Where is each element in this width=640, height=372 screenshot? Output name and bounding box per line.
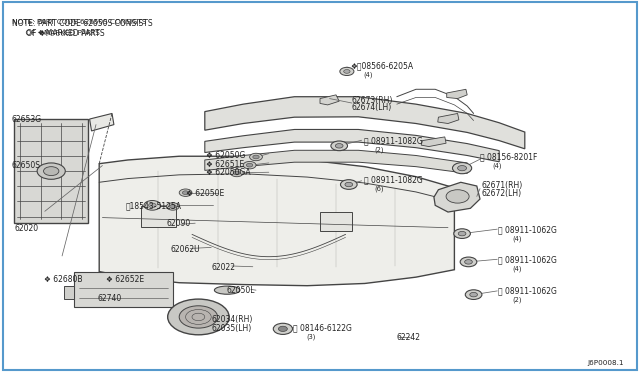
Polygon shape	[90, 113, 114, 131]
Polygon shape	[438, 113, 459, 124]
Circle shape	[144, 201, 161, 210]
Circle shape	[340, 67, 354, 76]
Ellipse shape	[214, 286, 240, 294]
Text: 62242: 62242	[397, 333, 421, 342]
Circle shape	[465, 290, 482, 299]
Circle shape	[458, 166, 467, 171]
Polygon shape	[434, 182, 480, 212]
Polygon shape	[205, 129, 499, 162]
Text: 62062U: 62062U	[170, 245, 200, 254]
Text: Ⓝ 08911-1062G: Ⓝ 08911-1062G	[498, 286, 557, 295]
Text: 62671(RH): 62671(RH)	[481, 181, 522, 190]
Text: Ⓝ 08911-1062G: Ⓝ 08911-1062G	[498, 255, 557, 264]
Circle shape	[250, 153, 262, 161]
Circle shape	[170, 205, 176, 208]
Text: Ⓓ 08146-6122G: Ⓓ 08146-6122G	[293, 324, 352, 333]
Circle shape	[230, 169, 243, 177]
Text: 62022: 62022	[211, 263, 236, 272]
Polygon shape	[14, 119, 88, 223]
Text: ❖ 62050E: ❖ 62050E	[186, 189, 224, 198]
Text: NOTE: PART CODE 62650S CONSISTS: NOTE: PART CODE 62650S CONSISTS	[12, 19, 146, 25]
Polygon shape	[447, 89, 467, 99]
Text: 62740: 62740	[97, 294, 122, 303]
Polygon shape	[320, 95, 339, 105]
Polygon shape	[320, 212, 352, 231]
Circle shape	[470, 292, 477, 297]
Circle shape	[246, 163, 253, 167]
Text: Ⓜ18543-5125A: Ⓜ18543-5125A	[125, 201, 182, 210]
Circle shape	[253, 155, 259, 159]
Circle shape	[179, 306, 218, 328]
Text: (2): (2)	[512, 296, 522, 303]
Text: 62034(RH): 62034(RH)	[211, 315, 253, 324]
Circle shape	[243, 161, 256, 169]
Circle shape	[179, 189, 192, 196]
Text: ❖ 62652E: ❖ 62652E	[106, 275, 144, 284]
Text: 62650S: 62650S	[12, 161, 40, 170]
Text: 62672(LH): 62672(LH)	[481, 189, 522, 198]
Text: NOTE: PART CODE 62650S CONSISTS: NOTE: PART CODE 62650S CONSISTS	[12, 19, 152, 28]
Polygon shape	[141, 206, 176, 227]
Circle shape	[278, 326, 287, 331]
Text: J6P0008.1: J6P0008.1	[588, 360, 624, 366]
Text: 62020: 62020	[14, 224, 38, 233]
Text: (4): (4)	[512, 265, 522, 272]
Circle shape	[340, 180, 357, 189]
Text: (4): (4)	[364, 72, 373, 78]
Circle shape	[452, 163, 472, 174]
Circle shape	[273, 323, 292, 334]
Circle shape	[37, 163, 65, 179]
Circle shape	[465, 260, 472, 264]
Circle shape	[182, 191, 189, 195]
Circle shape	[345, 182, 353, 187]
Text: (6): (6)	[374, 185, 384, 192]
Circle shape	[460, 257, 477, 267]
Text: ❖ 62651E: ❖ 62651E	[206, 160, 244, 169]
Circle shape	[168, 299, 229, 335]
Text: ❖ 62050GA: ❖ 62050GA	[206, 169, 251, 177]
Polygon shape	[421, 137, 446, 147]
Circle shape	[446, 190, 469, 203]
Text: 62673(RH): 62673(RH)	[352, 96, 394, 105]
Circle shape	[234, 171, 240, 175]
Text: ❖Ⓝ08566-6205A: ❖Ⓝ08566-6205A	[351, 62, 414, 71]
Circle shape	[44, 167, 59, 176]
Circle shape	[331, 141, 348, 151]
Circle shape	[458, 231, 466, 236]
Circle shape	[148, 203, 156, 208]
Text: 62050L: 62050L	[227, 286, 255, 295]
Text: (3): (3)	[306, 333, 316, 340]
Text: (4): (4)	[512, 235, 522, 242]
Text: 62674(LH): 62674(LH)	[352, 103, 392, 112]
Text: Ⓝ 08911-1062G: Ⓝ 08911-1062G	[498, 225, 557, 234]
Polygon shape	[205, 150, 467, 173]
Text: ❖ 62050G: ❖ 62050G	[206, 151, 246, 160]
Text: ❖ 62680B: ❖ 62680B	[44, 275, 82, 284]
Text: 62035(LH): 62035(LH)	[211, 324, 252, 333]
Text: 62653G: 62653G	[12, 115, 42, 124]
Text: (2): (2)	[374, 146, 384, 153]
Circle shape	[335, 144, 343, 148]
Polygon shape	[74, 272, 173, 307]
Text: Ⓓ 08156-8201F: Ⓓ 08156-8201F	[480, 153, 538, 161]
Text: Ⓝ 08911-1082G: Ⓝ 08911-1082G	[364, 176, 422, 185]
Text: OF ❖MARKED PARTS: OF ❖MARKED PARTS	[12, 29, 104, 38]
Circle shape	[344, 70, 350, 73]
Text: Ⓝ 08911-1082G: Ⓝ 08911-1082G	[364, 136, 422, 145]
Circle shape	[454, 229, 470, 238]
Polygon shape	[64, 286, 74, 299]
Polygon shape	[99, 156, 454, 286]
Text: (4): (4)	[493, 162, 502, 169]
Text: 62090: 62090	[166, 219, 191, 228]
Polygon shape	[205, 97, 525, 149]
Circle shape	[166, 203, 179, 210]
Text: OF ❖MARKED PARTS: OF ❖MARKED PARTS	[12, 31, 99, 36]
